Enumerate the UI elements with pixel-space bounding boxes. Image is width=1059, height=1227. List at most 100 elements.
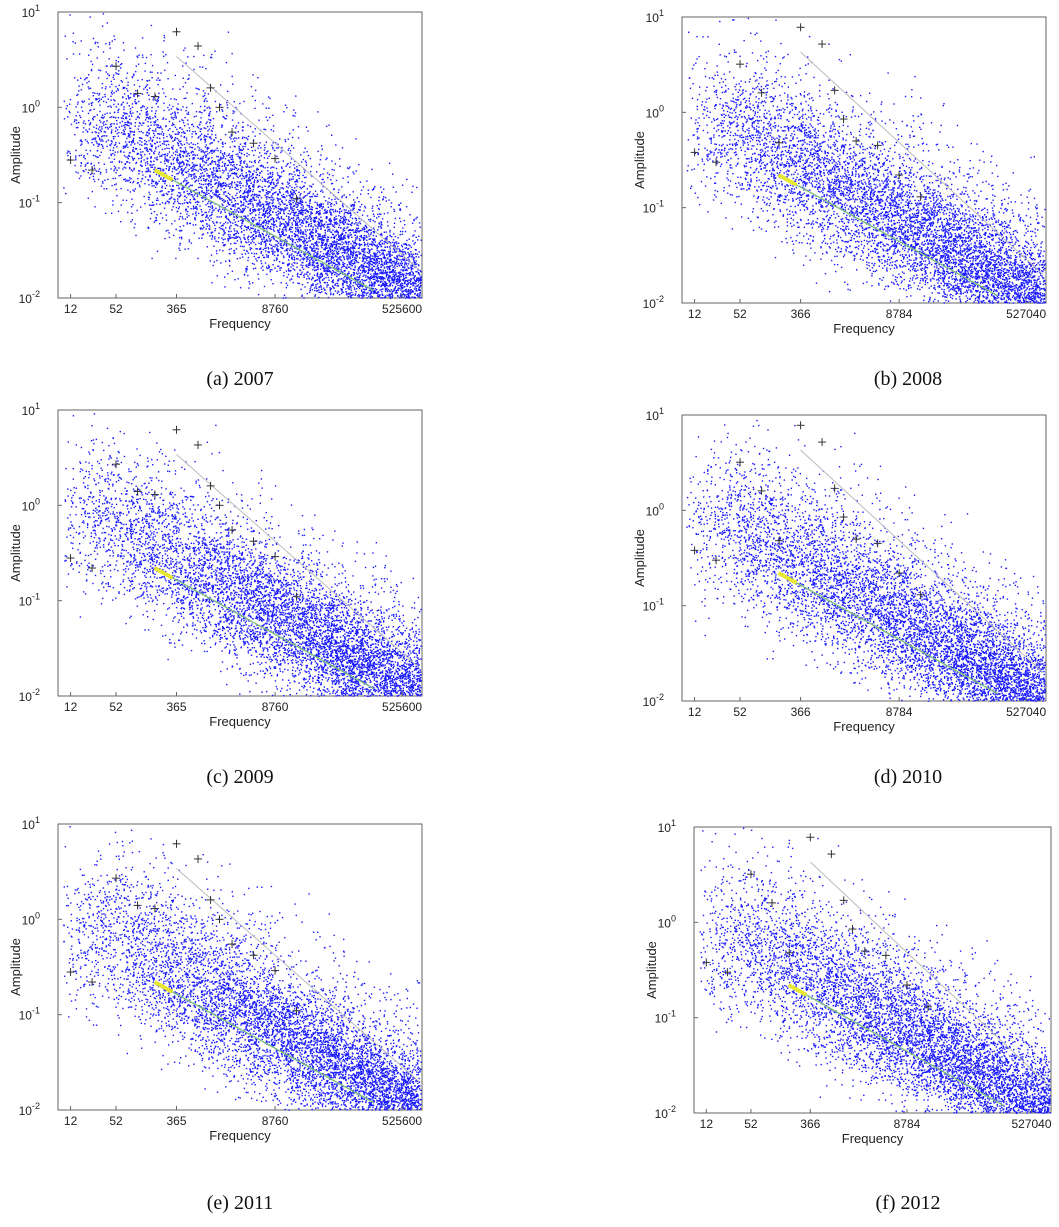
- scatter-point: [384, 281, 387, 283]
- scatter-point: [203, 195, 205, 197]
- scatter-point: [410, 269, 412, 271]
- scatter-point: [131, 106, 134, 108]
- scatter-point: [295, 234, 298, 237]
- scatter-point: [63, 100, 65, 102]
- scatter-point: [264, 152, 266, 155]
- scatter-point: [125, 199, 128, 202]
- scatter-point: [391, 279, 393, 282]
- scatter-point: [275, 185, 277, 187]
- scatter-point: [272, 252, 274, 254]
- scatter-point: [394, 262, 397, 264]
- scatter-point: [146, 84, 149, 86]
- scatter-point: [334, 290, 337, 292]
- scatter-point: [251, 262, 254, 265]
- scatter-point: [152, 99, 154, 101]
- scatter-point: [232, 172, 234, 175]
- scatter-point: [328, 279, 330, 281]
- scatter-point: [211, 160, 214, 162]
- scatter-point: [329, 220, 332, 223]
- scatter-point: [361, 281, 364, 283]
- scatter-point: [199, 165, 201, 167]
- scatter-point: [301, 261, 303, 264]
- scatter-point: [288, 199, 291, 202]
- scatter-point: [182, 155, 185, 158]
- scatter-point: [314, 195, 317, 197]
- scatter-point: [394, 250, 396, 252]
- scatter-point: [249, 249, 252, 251]
- scatter-point: [155, 128, 157, 130]
- scatter-point: [306, 264, 308, 266]
- scatter-point: [290, 206, 292, 208]
- scatter-point: [272, 182, 275, 184]
- scatter-point: [249, 210, 251, 212]
- scatter-point: [379, 276, 381, 279]
- scatter-point: [225, 215, 227, 217]
- scatter-point: [266, 203, 268, 206]
- scatter-point: [246, 195, 248, 198]
- scatter-point: [187, 119, 189, 121]
- scatter-point: [244, 136, 246, 139]
- scatter-point: [122, 145, 125, 147]
- scatter-point: [306, 273, 308, 275]
- scatter-point: [202, 228, 204, 230]
- scatter-point: [82, 131, 84, 133]
- scatter-point: [176, 137, 178, 140]
- scatter-point: [391, 292, 393, 294]
- scatter-point: [332, 257, 334, 259]
- scatter-point: [400, 275, 402, 278]
- scatter-point: [269, 219, 272, 221]
- scatter-point: [195, 179, 198, 181]
- scatter-point: [372, 234, 375, 237]
- scatter-point: [315, 269, 317, 271]
- scatter-point: [258, 231, 260, 234]
- scatter-point: [105, 123, 107, 125]
- scatter-point: [178, 247, 180, 249]
- scatter-point: [123, 112, 125, 114]
- scatter-point: [312, 284, 314, 286]
- scatter-point: [137, 115, 139, 118]
- scatter-point: [269, 239, 271, 242]
- scatter-point: [209, 209, 211, 211]
- scatter-point: [225, 118, 227, 120]
- scatter-point: [112, 200, 114, 202]
- scatter-point: [340, 259, 342, 261]
- scatter-point: [160, 126, 162, 129]
- scatter-point: [121, 117, 123, 119]
- scatter-point: [210, 163, 212, 165]
- scatter-point: [187, 170, 189, 173]
- scatter-point: [420, 297, 422, 299]
- scatter-point: [199, 186, 201, 188]
- scatter-point: [377, 213, 379, 216]
- scatter-point: [299, 210, 301, 212]
- scatter-point: [190, 242, 193, 244]
- scatter-point: [395, 272, 397, 274]
- scatter-point: [244, 207, 246, 209]
- scatter-point: [132, 181, 134, 184]
- scatter-point: [94, 138, 96, 141]
- scatter-point: [233, 101, 235, 103]
- scatter-point: [166, 62, 169, 64]
- scatter-point: [342, 228, 344, 230]
- scatter-point: [358, 239, 361, 242]
- scatter-point: [87, 142, 89, 144]
- scatter-point: [373, 187, 375, 189]
- scatter-point: [299, 220, 301, 222]
- scatter-point: [142, 105, 144, 107]
- scatter-point: [341, 196, 343, 199]
- scatter-point: [266, 267, 268, 270]
- scatter-point: [317, 150, 319, 153]
- scatter-point: [239, 245, 242, 247]
- scatter-point: [154, 112, 157, 115]
- scatter-point: [399, 259, 401, 261]
- scatter-point: [140, 180, 142, 183]
- scatter-point: [361, 297, 363, 299]
- scatter-point: [136, 182, 139, 184]
- scatter-point: [294, 115, 296, 117]
- scatter-point: [163, 36, 166, 39]
- scatter-point: [218, 195, 220, 198]
- scatter-point: [369, 251, 371, 253]
- scatter-point: [193, 232, 195, 234]
- scatter-point: [292, 129, 294, 131]
- scatter-point: [296, 217, 298, 219]
- scatter-point: [326, 260, 328, 262]
